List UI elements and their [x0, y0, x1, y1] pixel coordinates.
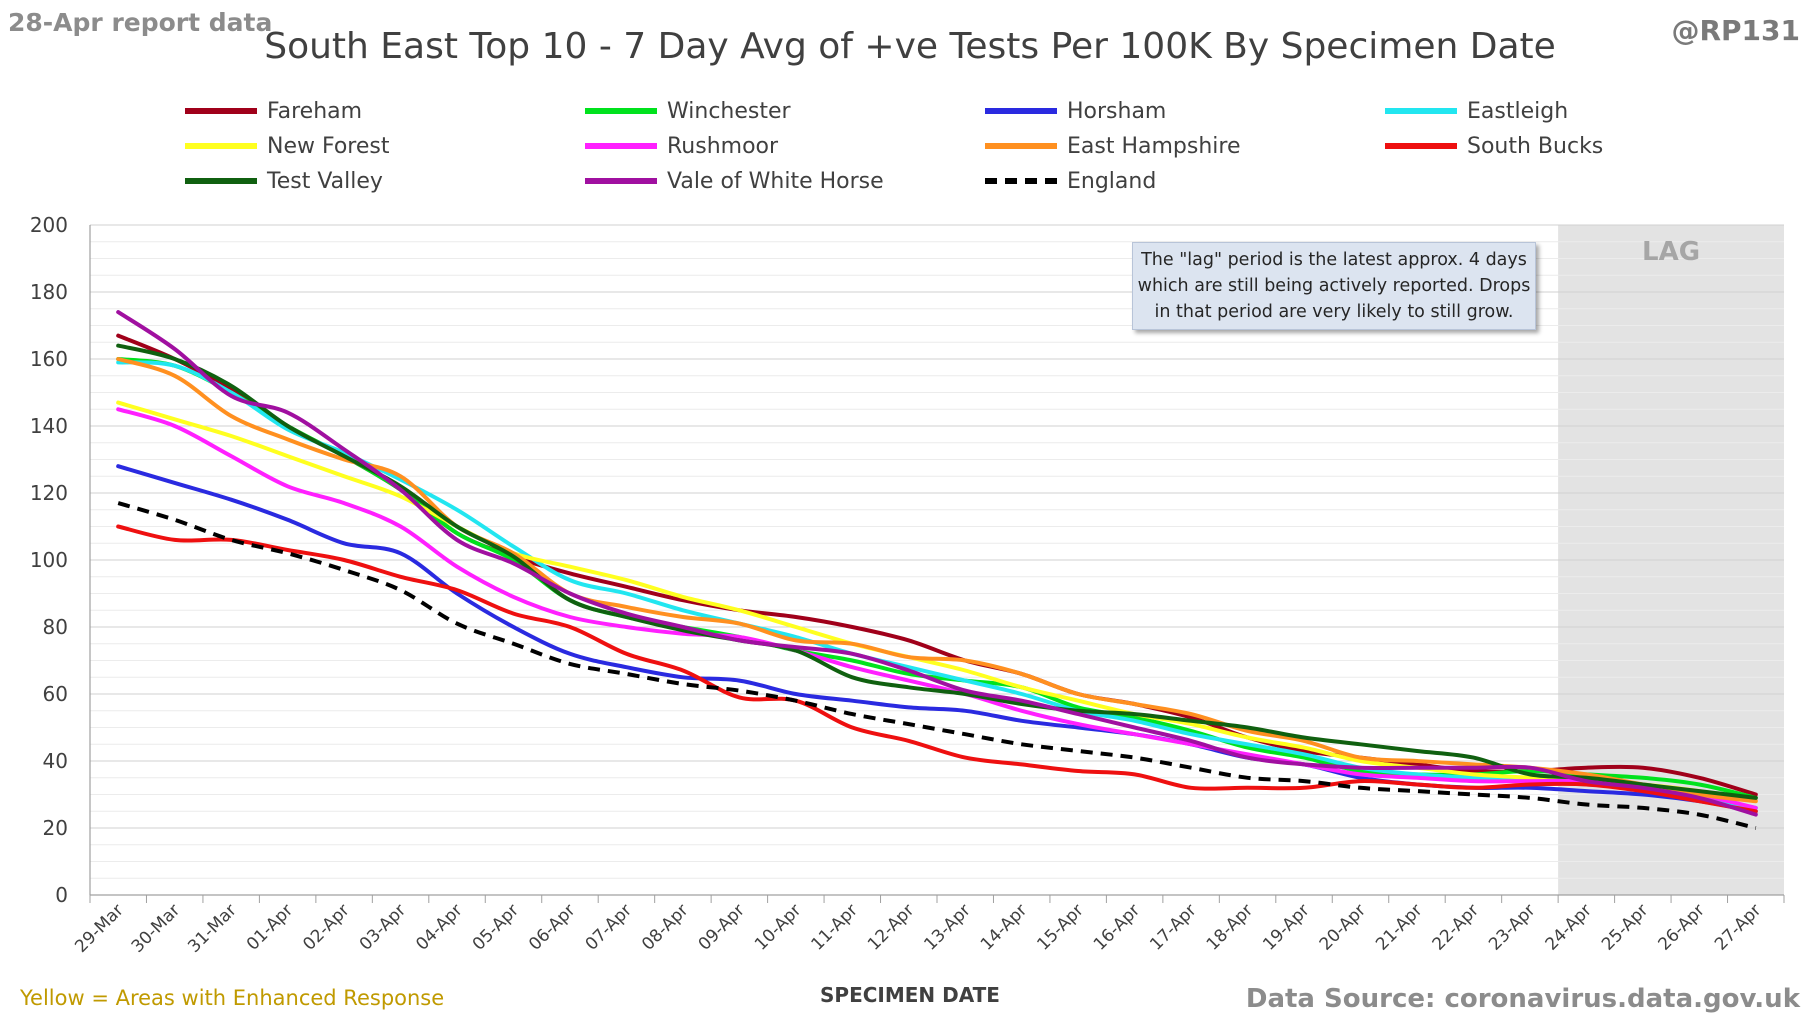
enhanced-response-note: Yellow = Areas with Enhanced Response — [20, 986, 445, 1010]
series-line-eastleigh — [116, 360, 1758, 810]
author-handle: @RP131 — [1671, 14, 1800, 47]
legend-item-south-bucks: South Bucks — [1385, 131, 1603, 161]
x-tick-label: 20-Apr — [1316, 900, 1370, 954]
y-tick-label: 120 — [30, 481, 68, 505]
y-tick-label: 180 — [30, 280, 68, 304]
legend-label: South Bucks — [1467, 133, 1604, 159]
x-tick-label: 31-Mar — [184, 900, 240, 956]
legend-label: East Hampshire — [1067, 133, 1241, 159]
y-tick-label: 0 — [55, 883, 68, 907]
x-tick-label: 14-Apr — [977, 900, 1031, 954]
series-line-winchester — [116, 357, 1758, 800]
x-tick-label: 18-Apr — [1203, 900, 1257, 954]
legend-swatch — [985, 178, 1057, 184]
series-line-east-hampshire — [116, 357, 1758, 804]
legend-label: New Forest — [267, 133, 390, 159]
legend-item-eastleigh: Eastleigh — [1385, 96, 1568, 126]
y-tick-label: 140 — [30, 414, 68, 438]
y-tick-label: 160 — [30, 347, 68, 371]
series-line-england — [117, 501, 1757, 830]
x-tick-label: 05-Apr — [469, 900, 523, 954]
x-tick-label: 08-Apr — [638, 900, 692, 954]
legend-item-fareham: Fareham — [185, 96, 362, 126]
x-tick-label: 24-Apr — [1542, 900, 1596, 954]
x-axis-title: SPECIMEN DATE — [820, 983, 1000, 1007]
x-tick-label: 13-Apr — [920, 900, 974, 954]
x-tick-label: 22-Apr — [1429, 900, 1483, 954]
legend-item-new-forest: New Forest — [185, 131, 390, 161]
x-tick-label: 29-Mar — [71, 900, 127, 956]
x-tick-label: 15-Apr — [1033, 900, 1087, 954]
x-tick-label: 27-Apr — [1711, 900, 1765, 954]
legend-label: England — [1067, 168, 1157, 194]
legend-item-east-hampshire: East Hampshire — [985, 131, 1241, 161]
legend-swatch — [585, 143, 657, 149]
series-line-south-bucks — [116, 524, 1758, 814]
legend-swatch — [185, 143, 257, 149]
x-tick-label: 16-Apr — [1090, 900, 1144, 954]
x-tick-label: 09-Apr — [695, 900, 749, 954]
legend-label: Vale of White Horse — [667, 168, 884, 194]
x-tick-label: 23-Apr — [1485, 900, 1539, 954]
x-tick-label: 03-Apr — [356, 900, 410, 954]
legend-label: Fareham — [267, 98, 363, 124]
x-tick-label: 19-Apr — [1259, 900, 1313, 954]
x-tick-label: 07-Apr — [582, 900, 636, 954]
y-tick-label: 20 — [43, 816, 68, 840]
series-line-horsham — [116, 464, 1758, 814]
data-source: Data Source: coronavirus.data.gov.uk — [1245, 984, 1800, 1014]
legend-label: Winchester — [667, 98, 791, 124]
legend-item-rushmoor: Rushmoor — [585, 131, 778, 161]
legend-swatch — [185, 178, 257, 184]
x-tick-label: 12-Apr — [864, 900, 918, 954]
x-tick-label: 04-Apr — [412, 900, 466, 954]
legend-swatch — [985, 143, 1057, 149]
legend-swatch — [585, 108, 657, 114]
legend-swatch — [585, 178, 657, 184]
report-date-label: 28-Apr report data — [8, 8, 273, 37]
lag-explanation-note: The "lag" period is the latest approx. 4… — [1132, 242, 1536, 330]
y-tick-label: 100 — [30, 548, 68, 572]
x-tick-label: 21-Apr — [1372, 900, 1426, 954]
x-tick-label: 10-Apr — [751, 900, 805, 954]
x-tick-label: 17-Apr — [1146, 900, 1200, 954]
x-tick-label: 02-Apr — [299, 900, 353, 954]
legend-swatch — [1385, 143, 1457, 149]
legend-label: Horsham — [1067, 98, 1167, 124]
x-tick-label: 11-Apr — [808, 900, 862, 954]
y-tick-label: 200 — [30, 213, 68, 237]
legend-item-vale-of-white-horse: Vale of White Horse — [585, 166, 884, 196]
y-tick-label: 80 — [43, 615, 68, 639]
series-line-new-forest — [116, 400, 1758, 804]
y-tick-label: 40 — [43, 749, 68, 773]
legend-swatch — [185, 108, 257, 114]
legend-item-test-valley: Test Valley — [185, 166, 383, 196]
x-tick-label: 26-Apr — [1655, 900, 1709, 954]
chart-title: South East Top 10 - 7 Day Avg of +ve Tes… — [264, 26, 1556, 67]
legend-item-horsham: Horsham — [985, 96, 1166, 126]
legend-label: Eastleigh — [1467, 98, 1569, 124]
legend-swatch — [1385, 108, 1457, 114]
x-tick-label: 01-Apr — [243, 900, 297, 954]
legend-label: Rushmoor — [667, 133, 779, 159]
legend-item-england: England — [985, 166, 1156, 196]
lag-label: LAG — [1642, 237, 1700, 267]
legend-item-winchester: Winchester — [585, 96, 791, 126]
series-line-test-valley — [116, 343, 1758, 800]
y-tick-label: 60 — [43, 682, 68, 706]
x-tick-label: 30-Mar — [128, 900, 184, 956]
legend-label: Test Valley — [267, 168, 383, 194]
series-line-rushmoor — [116, 407, 1758, 810]
x-tick-label: 06-Apr — [525, 900, 579, 954]
x-tick-label: 25-Apr — [1598, 900, 1652, 954]
series-line-vale-of-white-horse — [116, 310, 1758, 817]
legend-swatch — [985, 108, 1057, 114]
